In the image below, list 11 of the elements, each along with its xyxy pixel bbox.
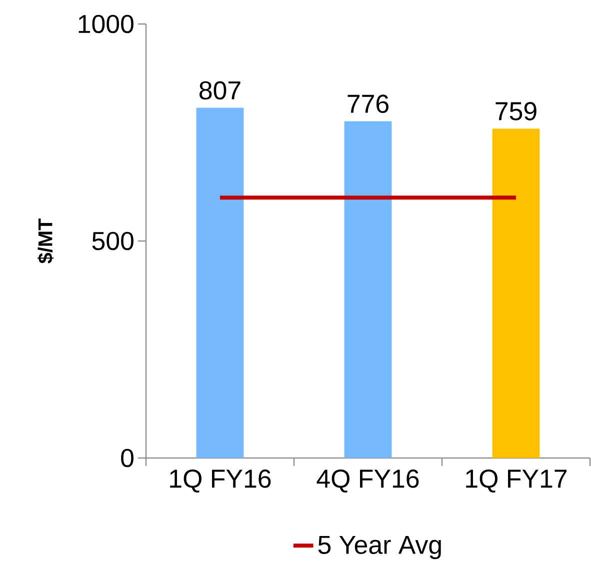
y-tick-label: 1000 <box>78 14 134 34</box>
legend-label: 5 Year Avg <box>318 536 441 560</box>
y-axis-title: $/MT <box>37 218 54 264</box>
y-tick-label: 500 <box>92 232 134 250</box>
x-tick-label: 1Q FY16 <box>170 470 271 492</box>
data-label: 759 <box>496 102 536 120</box>
x-tick-label: 4Q FY16 <box>316 470 419 492</box>
x-tick-label: 1Q FY17 <box>466 470 567 492</box>
y-tick-label: 0 <box>121 448 134 468</box>
data-label: 807 <box>200 81 240 100</box>
data-label: 776 <box>348 94 388 114</box>
